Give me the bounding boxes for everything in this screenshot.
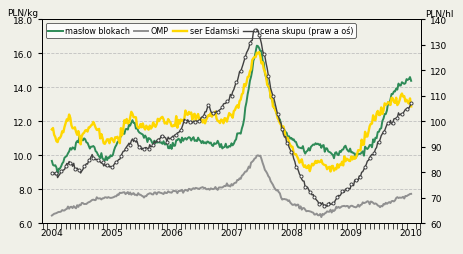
ser Edamski — [408, 105, 414, 108]
cena skupu (praw a oś) — [163, 137, 169, 140]
ser Edamski — [257, 51, 262, 54]
masłow blokach — [408, 80, 414, 83]
cena skupu (praw a oś) — [254, 28, 260, 31]
masłow blokach — [164, 141, 170, 144]
masłow blokach — [254, 45, 260, 48]
ser Edamski — [49, 128, 55, 131]
ser Edamski — [146, 129, 151, 132]
ser Edamski — [333, 168, 339, 171]
Line: ser Edamski: ser Edamski — [52, 53, 411, 172]
cena skupu (praw a oś) — [146, 148, 151, 151]
Text: PLN/hl: PLN/hl — [425, 9, 454, 18]
OMP — [385, 201, 391, 204]
OMP — [319, 216, 324, 219]
Text: PLN/kg: PLN/kg — [7, 9, 38, 18]
OMP — [333, 205, 339, 209]
OMP — [302, 208, 308, 211]
masłow blokach — [55, 173, 60, 176]
ser Edamski — [163, 122, 169, 125]
Legend: masłow blokach, OMP, ser Edamski, cena skupu (praw a oś): masłow blokach, OMP, ser Edamski, cena s… — [46, 24, 356, 39]
cena skupu (praw a oś) — [49, 172, 55, 175]
masłow blokach — [49, 160, 55, 163]
OMP — [146, 193, 151, 196]
cena skupu (praw a oś) — [324, 205, 330, 208]
OMP — [49, 214, 55, 217]
OMP — [408, 193, 414, 196]
ser Edamski — [385, 101, 391, 104]
cena skupu (praw a oś) — [385, 122, 391, 125]
masłow blokach — [61, 161, 66, 164]
OMP — [163, 192, 169, 195]
Line: cena skupu (praw a oś): cena skupu (praw a oś) — [52, 30, 411, 207]
Line: masłow blokach: masłow blokach — [52, 46, 411, 174]
ser Edamski — [59, 130, 65, 133]
cena skupu (praw a oś) — [333, 198, 339, 201]
ser Edamski — [302, 164, 308, 167]
masłow blokach — [304, 150, 309, 153]
cena skupu (praw a oś) — [408, 102, 414, 105]
Line: OMP: OMP — [52, 156, 411, 217]
ser Edamski — [328, 170, 333, 173]
OMP — [255, 154, 261, 157]
masłow blokach — [385, 101, 391, 104]
masłow blokach — [333, 151, 339, 154]
masłow blokach — [147, 137, 152, 140]
OMP — [59, 209, 65, 212]
cena skupu (praw a oś) — [59, 169, 65, 172]
cena skupu (praw a oś) — [302, 186, 308, 189]
